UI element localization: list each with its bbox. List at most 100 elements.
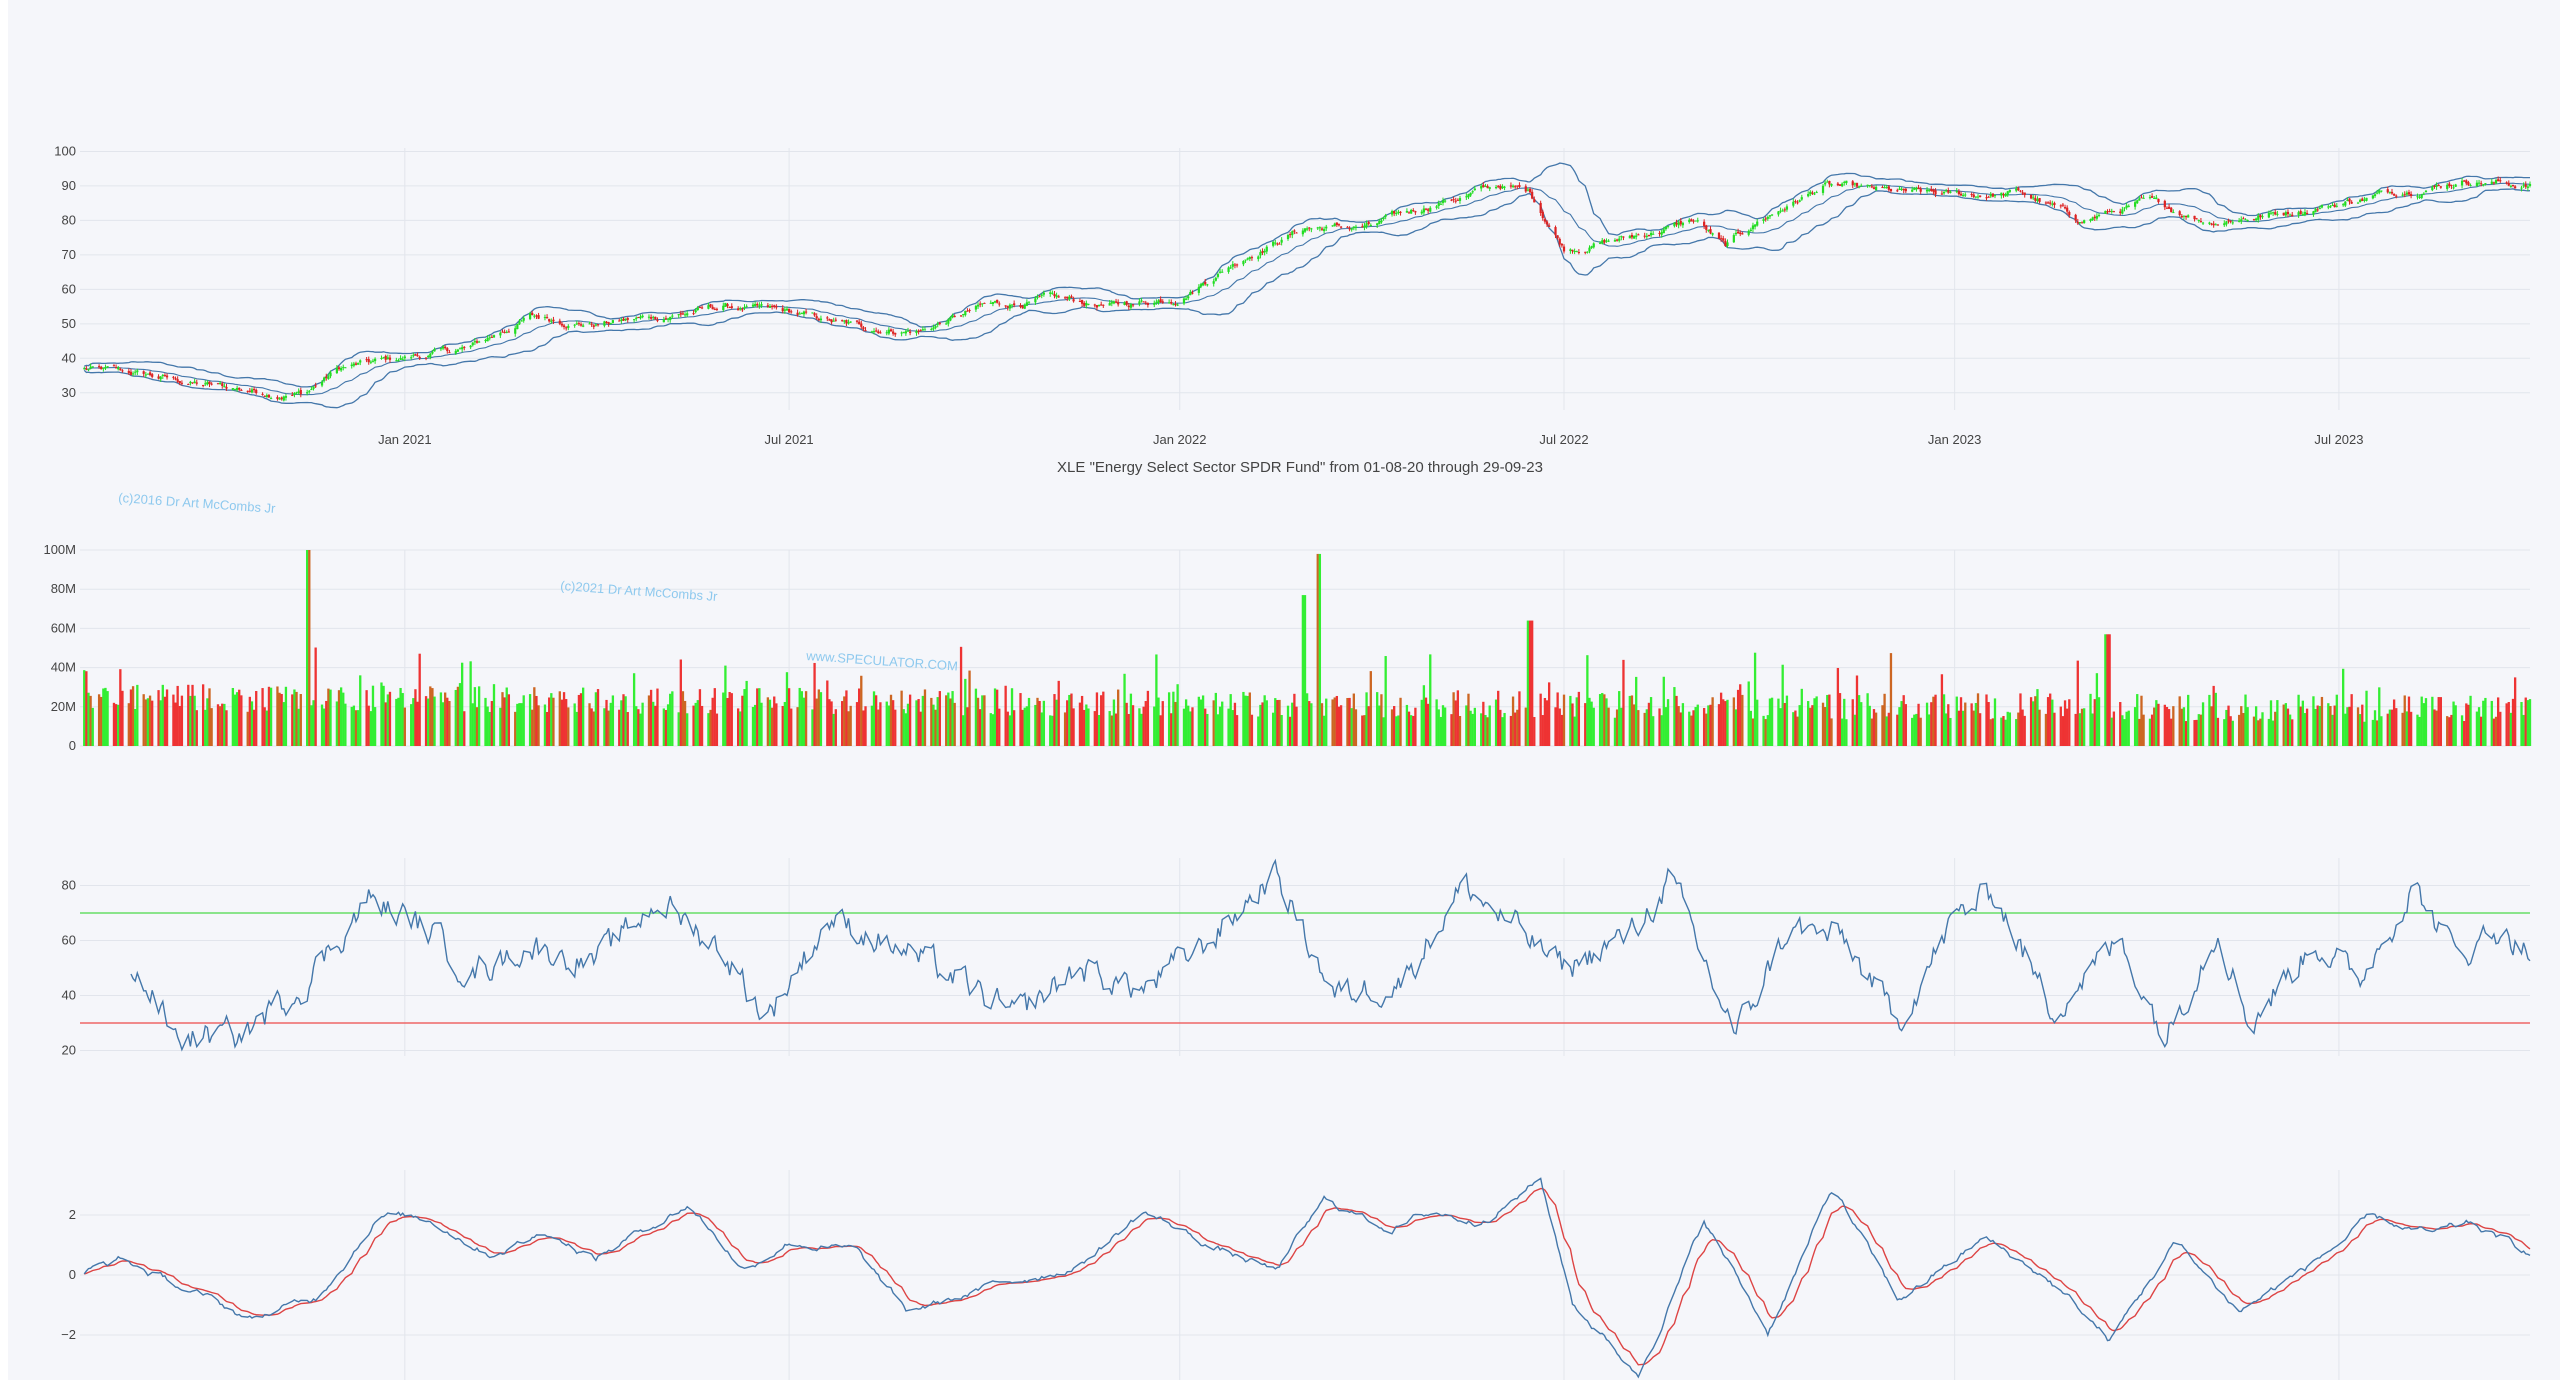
volume-bar: [1618, 691, 1621, 746]
candle-body: [1607, 240, 1610, 242]
candle-body: [410, 357, 413, 359]
volume-bar: [1571, 703, 1574, 746]
candle-body: [427, 355, 430, 357]
candle-body: [2267, 212, 2270, 218]
candle-body: [2297, 212, 2300, 216]
candle-body: [2240, 219, 2243, 222]
volume-bar: [1749, 710, 1752, 746]
volume-bar: [1354, 709, 1358, 746]
price-x-tick-label: Jan 2022: [1153, 432, 1207, 447]
candle-body: [2167, 206, 2171, 209]
candle-body: [2390, 191, 2394, 194]
candle-body: [399, 358, 402, 360]
volume-bar: [1429, 654, 1432, 746]
volume-bar: [1083, 709, 1086, 746]
candle-body: [1870, 186, 1873, 188]
volume-bar: [2121, 715, 2124, 746]
volume-bar: [713, 688, 716, 746]
volume-bar: [1622, 659, 1625, 746]
volume-bar: [1577, 691, 1581, 746]
candle-body: [2439, 186, 2442, 188]
volume-bar: [1800, 688, 1803, 746]
volume-bar: [2490, 700, 2493, 746]
candle-body: [412, 355, 415, 357]
candle-body: [2363, 199, 2366, 201]
volume-bar: [671, 691, 674, 746]
candle-body: [1887, 186, 1890, 190]
volume-bar: [603, 708, 606, 746]
candle-body: [2078, 222, 2082, 224]
candle-body: [240, 389, 243, 391]
volume-bar: [1458, 715, 1462, 746]
candle-body: [2386, 189, 2389, 193]
candle-body: [832, 320, 835, 322]
volume-bar: [1734, 709, 1738, 746]
candle-body: [2097, 214, 2101, 216]
volume-bar: [1702, 708, 1706, 746]
candle-body: [248, 390, 251, 392]
candle-body: [1588, 247, 1591, 252]
volume-bar: [161, 684, 164, 746]
volume-bar: [1127, 713, 1130, 746]
candle-body: [2526, 186, 2529, 188]
candle-body: [635, 317, 638, 319]
volume-bar: [2229, 716, 2232, 746]
volume-bar: [1155, 654, 1158, 746]
volume-bar: [1422, 685, 1426, 746]
candle-body: [654, 316, 657, 320]
volume-bar: [1560, 714, 1564, 746]
volume-bar: [2155, 700, 2158, 746]
candle-body: [1630, 234, 1634, 238]
volume-bar: [1008, 715, 1012, 746]
candle-body: [2480, 183, 2483, 185]
volume-bar: [979, 709, 982, 746]
candle-body: [514, 328, 517, 334]
candle-body: [471, 342, 474, 346]
volume-bar: [1509, 715, 1513, 746]
volume-bar: [945, 695, 948, 746]
volume-bar: [683, 700, 687, 746]
volume-bar: [649, 689, 653, 746]
volume-bar: [89, 695, 92, 746]
volume-bar: [1021, 709, 1024, 746]
candle-body: [1346, 226, 1349, 228]
volume-bar: [1677, 706, 1680, 746]
volume-bar: [2227, 705, 2230, 746]
candle-body: [1095, 305, 1099, 308]
candle-body: [1770, 214, 1774, 216]
candle-body: [180, 382, 184, 384]
volume-bar: [1263, 695, 1266, 746]
candle-body: [1144, 302, 1147, 304]
candle-body: [2356, 202, 2360, 204]
volume-bar: [388, 691, 392, 746]
candle-body: [573, 324, 576, 326]
candle-body: [1586, 251, 1589, 253]
candle-body: [1821, 185, 1825, 193]
volume-bar: [350, 706, 353, 746]
volume-bar: [221, 703, 224, 746]
candle-body: [1469, 192, 1472, 196]
candle-body: [543, 317, 547, 319]
volume-bar: [889, 694, 893, 746]
candle-body: [1051, 292, 1054, 294]
volume-bar: [499, 707, 502, 746]
candle-body: [518, 321, 521, 325]
candle-body: [1889, 188, 1893, 192]
candle-body: [1930, 189, 1933, 191]
candle-body: [605, 321, 608, 323]
candle-body: [989, 302, 992, 304]
volume-bar: [2053, 712, 2056, 746]
volume-bar: [2424, 698, 2428, 746]
candle-body: [2019, 190, 2022, 192]
candle-body: [550, 320, 553, 322]
candle-body: [1934, 190, 1937, 195]
candle-body: [219, 383, 222, 385]
candle-body: [299, 389, 302, 395]
volume-bar: [1919, 717, 1922, 746]
bollinger-middle-line: [84, 182, 2530, 396]
candle-body: [1168, 302, 1171, 304]
volume-bar: [528, 694, 532, 746]
candle-body: [870, 331, 874, 333]
candle-body: [2465, 180, 2468, 184]
candle-body: [1528, 188, 1532, 193]
